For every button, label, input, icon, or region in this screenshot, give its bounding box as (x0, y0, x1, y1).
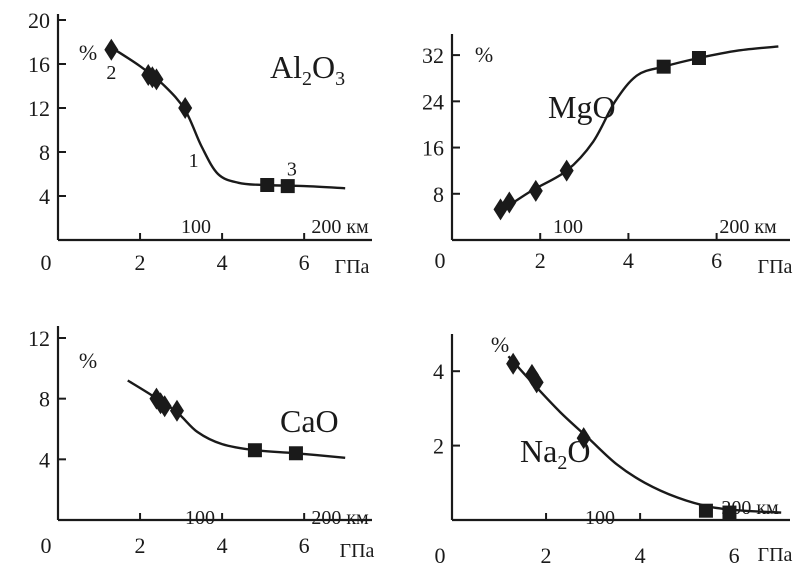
x-axis-label: ГПа (340, 540, 375, 562)
square-point (691, 51, 706, 65)
y-tick-label: 8 (433, 182, 444, 207)
x-tick-label: 2 (135, 533, 146, 558)
series-line (499, 45, 779, 213)
y-tick-label: 8 (39, 140, 50, 165)
x-tick-label: 2 (135, 250, 146, 275)
y-axis-label: % (79, 348, 97, 373)
annotation-label: 1 (189, 150, 199, 172)
x-tick-label: 0 (41, 533, 52, 558)
depth-label: 200 км (719, 216, 777, 238)
depth-label: 200 км (311, 216, 369, 238)
y-tick-label: 12 (28, 326, 50, 351)
diamond-point (576, 427, 591, 450)
x-axis-label: ГПа (758, 544, 793, 566)
x-tick-label: 4 (217, 250, 228, 275)
x-tick-label: 6 (711, 248, 722, 273)
diamond-point (529, 371, 544, 394)
y-tick-label: 8 (39, 387, 50, 412)
depth-label: 100 (185, 507, 215, 529)
depth-label: 200 км (311, 507, 369, 529)
chart-title: CaO (280, 403, 339, 439)
depth-label: 100 (181, 216, 211, 238)
diamond-point (169, 399, 184, 422)
diamond-point (502, 191, 517, 214)
annotation-label: 3 (287, 159, 297, 181)
y-tick-label: 2 (433, 434, 444, 459)
square-point (722, 505, 737, 520)
y-axis-label: % (491, 332, 509, 357)
y-tick-label: 24 (422, 89, 444, 114)
y-tick-label: 4 (39, 184, 50, 209)
square-point (260, 178, 275, 192)
diamond-point (104, 38, 119, 61)
diamond-point (157, 395, 172, 418)
square-point (280, 179, 295, 194)
diamond-point (528, 179, 543, 202)
x-tick-label: 4 (623, 248, 634, 273)
y-tick-label: 20 (28, 8, 50, 33)
y-tick-label: 4 (433, 359, 444, 384)
depth-label: 100 (553, 216, 583, 238)
diamond-point (559, 159, 574, 182)
x-tick-label: 6 (299, 250, 310, 275)
diamond-point (178, 97, 193, 119)
depth-label: 100 (585, 507, 615, 529)
x-tick-label: 0 (41, 250, 52, 275)
x-tick-label: 0 (435, 543, 446, 568)
x-tick-label: 2 (541, 543, 552, 568)
y-axis-label: % (475, 42, 493, 67)
chart-title: Al2O3 (270, 49, 345, 90)
panel-3: 4 8 12 0 2 4 6 ГПа% 100 200 км CaO (28, 326, 375, 562)
x-tick-label: 4 (217, 533, 228, 558)
x-axis-label: ГПа (758, 256, 793, 278)
diamond-point (506, 352, 521, 375)
diamond-point (149, 68, 164, 91)
y-tick-label: 12 (28, 96, 50, 121)
square-point (698, 503, 713, 518)
x-axis-label: ГПа (335, 256, 370, 278)
square-point (656, 59, 671, 74)
square-point (247, 443, 262, 458)
y-tick-label: 16 (28, 52, 50, 77)
x-tick-label: 4 (635, 543, 646, 568)
x-tick-label: 0 (435, 248, 446, 273)
x-tick-label: 6 (299, 533, 310, 558)
y-tick-label: 32 (422, 43, 444, 68)
x-tick-label: 2 (535, 248, 546, 273)
y-tick-label: 16 (422, 136, 444, 161)
y-tick-label: 4 (39, 447, 50, 472)
square-point (288, 446, 303, 461)
y-axis-label: % (79, 40, 97, 65)
annotation-label: 2 (106, 62, 116, 84)
x-tick-label: 6 (729, 543, 740, 568)
